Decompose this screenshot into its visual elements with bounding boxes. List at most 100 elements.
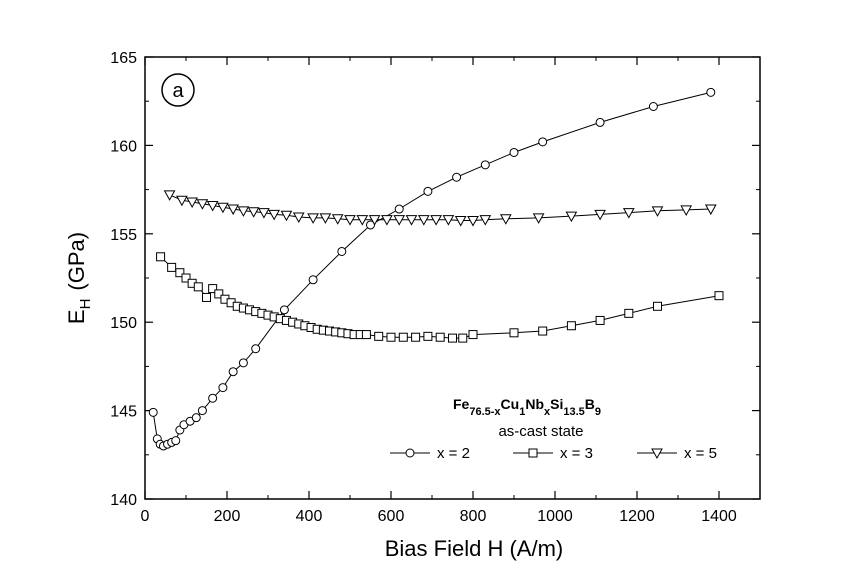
x-tick-label: 800: [460, 508, 487, 525]
y-tick-label: 140: [110, 492, 137, 509]
panel-label: a: [161, 73, 195, 107]
data-point: [279, 305, 289, 315]
data-point: [217, 202, 229, 214]
data-point: [452, 172, 462, 182]
y-tick-label: 155: [110, 227, 137, 244]
legend-label: x = 2: [437, 445, 470, 462]
data-point: [499, 214, 512, 225]
data-point: [208, 284, 218, 294]
data-point: [331, 214, 344, 225]
data-point: [237, 206, 250, 217]
panel-label-circle: [161, 73, 195, 107]
data-point: [193, 282, 203, 292]
formula-subscript: 1: [519, 406, 525, 418]
data-point: [648, 102, 658, 112]
y-axis-label: EH (GPa): [64, 232, 94, 324]
data-point: [202, 292, 211, 302]
series-1: [156, 252, 724, 343]
data-point: [163, 190, 176, 201]
x-axis-ticks: 0 200 400 600 800 1000 1200 1400: [141, 57, 737, 525]
data-point: [704, 204, 717, 216]
data-point: [538, 137, 548, 147]
data-point: [394, 204, 404, 214]
y-tick-label: 145: [110, 404, 137, 421]
x-tick-label: 600: [378, 508, 405, 525]
data-point: [156, 252, 166, 262]
data-point: [417, 215, 430, 226]
data-point: [175, 268, 185, 278]
data-point: [509, 328, 519, 338]
y-axis-label-main: E: [64, 309, 89, 324]
x-tick-label: 1000: [537, 508, 573, 525]
data-point: [398, 332, 408, 342]
formula-element: Fe: [453, 396, 470, 412]
data-point: [651, 206, 664, 217]
formula-subscript: 9: [595, 406, 601, 418]
data-point: [532, 213, 545, 224]
y-axis-ticks: 140 145 150 155 160 165: [110, 50, 760, 509]
data-point: [393, 215, 406, 226]
data-point: [258, 208, 270, 219]
x-tick-label: 1400: [701, 508, 737, 525]
data-point: [594, 209, 606, 221]
data-point: [196, 199, 209, 210]
data-point: [191, 413, 201, 423]
plot-area-border: [144, 56, 761, 500]
data-point: [411, 332, 421, 342]
x-axis-title: Bias Field H (A/m): [385, 536, 563, 561]
formula-element: Nb: [525, 396, 544, 412]
state-label: as-cast state: [498, 423, 583, 440]
data-point: [468, 330, 478, 340]
x-axis-label: Bias Field H (A/m): [385, 536, 563, 561]
data-point: [622, 208, 635, 219]
data-point: [653, 301, 662, 311]
legend-item: x = 5: [637, 445, 717, 462]
formula-subscript: 76.5-x: [469, 406, 501, 418]
data-point: [214, 289, 224, 299]
legend-marker: [651, 448, 663, 460]
data-point: [435, 332, 445, 342]
data-point: [595, 315, 605, 325]
data-point: [448, 333, 457, 343]
data-point: [171, 436, 181, 446]
data-point: [538, 326, 548, 336]
y-axis-label-sub: H: [77, 299, 94, 310]
data-point: [458, 333, 468, 343]
data-point: [479, 215, 492, 226]
data-point: [181, 273, 191, 283]
data-point: [197, 406, 207, 416]
data-point: [148, 407, 158, 417]
formula-element: Si: [550, 396, 563, 412]
data-point: [319, 213, 332, 224]
data-point: [386, 332, 396, 342]
legend-item: x = 3: [513, 445, 593, 462]
y-tick-label: 165: [110, 50, 137, 67]
data-point: [423, 331, 433, 341]
data-point: [227, 204, 239, 216]
data-point: [680, 205, 693, 216]
data-point: [208, 393, 218, 403]
data-point: [356, 215, 369, 226]
data-point: [714, 291, 724, 301]
data-point: [467, 216, 479, 227]
annotation: Fe76.5-xCu1NbxSi13.5B9 as-cast state: [453, 396, 601, 440]
data-point: [337, 246, 347, 256]
data-point: [206, 201, 219, 212]
data-point: [167, 262, 177, 272]
data-point: [344, 215, 356, 226]
data-point: [566, 321, 576, 331]
data-point: [186, 197, 198, 209]
x-tick-label: 400: [296, 508, 323, 525]
data-point: [430, 215, 442, 226]
legend-marker: [528, 448, 538, 458]
data-point: [706, 87, 716, 97]
x-tick-label: 1200: [619, 508, 655, 525]
data-point: [423, 186, 433, 196]
y-axis-label-unit: (GPa): [64, 232, 89, 291]
legend-label: x = 3: [560, 445, 593, 462]
x-tick-label: 200: [214, 508, 241, 525]
data-point: [307, 213, 319, 224]
formula-subscript: 13.5: [563, 406, 584, 418]
series-layer: [148, 87, 724, 451]
